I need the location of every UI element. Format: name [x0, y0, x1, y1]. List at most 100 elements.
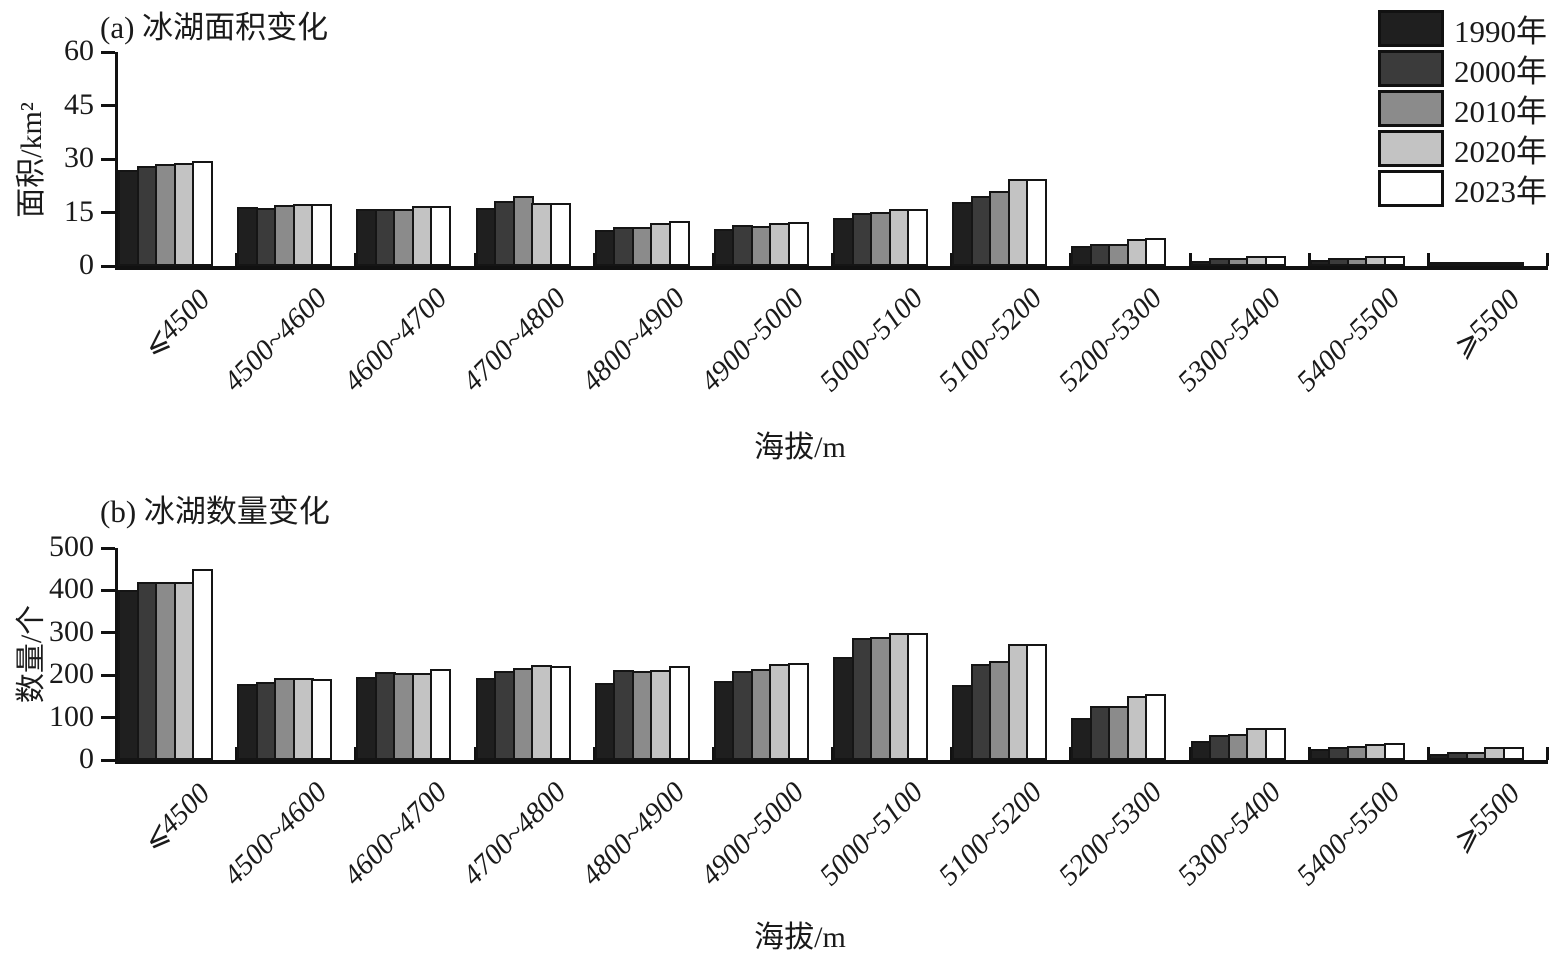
panel-b-x-axis-label: 海拔/m — [754, 921, 846, 954]
x-tick-label: 4800~4900 — [575, 282, 692, 398]
y-tick-label: 0 — [79, 742, 94, 775]
legend-entry-label: 2020年 — [1454, 133, 1547, 169]
bar — [787, 222, 809, 266]
y-tick-label: 15 — [64, 194, 94, 228]
bar — [1145, 238, 1167, 266]
x-axis-tick — [1426, 253, 1430, 266]
y-tick-label: 500 — [49, 530, 94, 563]
y-tick-label: 400 — [49, 572, 94, 606]
y-tick-label: 30 — [64, 141, 94, 174]
legend-entry: 2000年 — [1378, 48, 1547, 89]
x-axis-tick — [1188, 747, 1192, 760]
x-axis-tick — [831, 747, 834, 760]
x-axis-tick — [1546, 253, 1549, 266]
bar — [1383, 743, 1405, 760]
panel-a-plot: 0 15 30 45 60 ⩽4500 4500~4600 4600~4700 4700~480… — [64, 34, 1549, 398]
x-tick-label: 5200~5300 — [1052, 776, 1168, 892]
y-axis-tick — [101, 758, 115, 762]
x-tick-label: 5300~5400 — [1171, 282, 1288, 398]
legend-entry: 1990年 — [1378, 8, 1547, 49]
legend-swatch — [1378, 49, 1444, 87]
x-axis-tick — [950, 253, 954, 266]
bar-group — [713, 222, 809, 266]
legend-entry-label: 2010年 — [1454, 93, 1547, 129]
x-tick-label: 5400~5500 — [1290, 776, 1407, 892]
x-tick-label: 4600~4700 — [337, 776, 453, 892]
x-axis-tick — [711, 747, 715, 760]
x-tick-label: ⩾5500 — [1445, 777, 1527, 859]
legend-entry-label: 2023年 — [1454, 173, 1547, 209]
x-tick-label: 5300~5400 — [1171, 776, 1288, 892]
x-tick-label: 4700~4800 — [456, 776, 573, 892]
bar — [668, 666, 690, 760]
x-axis-tick — [592, 253, 596, 266]
bar — [549, 203, 571, 266]
x-axis-tick — [354, 747, 358, 760]
bar-group — [475, 196, 571, 266]
x-tick-label: 5100~5200 — [932, 282, 1049, 398]
y-axis-tick — [101, 673, 115, 677]
bar — [668, 221, 690, 266]
bar — [1264, 728, 1286, 760]
bar — [1383, 256, 1405, 266]
bar — [430, 669, 452, 760]
x-axis-tick — [1069, 253, 1073, 266]
bar — [907, 633, 928, 760]
x-tick-label: 4900~5000 — [694, 776, 811, 892]
bar-group — [237, 204, 333, 266]
x-axis-tick — [711, 253, 715, 266]
y-tick-label: 300 — [49, 614, 94, 648]
x-tick-label: 4500~4600 — [217, 776, 334, 892]
bar-group — [1071, 694, 1167, 760]
x-tick-label: 5400~5500 — [1290, 282, 1407, 398]
bar — [1145, 694, 1167, 760]
y-axis-tick — [101, 157, 115, 161]
legend-entry: 2010年 — [1378, 88, 1547, 129]
x-tick-label: 5000~5100 — [813, 282, 930, 398]
bar — [787, 663, 809, 760]
x-axis-tick — [473, 747, 477, 760]
legend-entry-label: 2000年 — [1454, 53, 1547, 89]
legend-swatch — [1378, 9, 1444, 47]
bar-group — [1071, 238, 1167, 266]
bar-group — [1428, 747, 1524, 760]
x-tick-label: ⩽4500 — [135, 777, 216, 859]
bar-group — [594, 666, 690, 760]
legend-entry-label: 1990年 — [1454, 13, 1547, 49]
x-axis-tick — [1546, 747, 1549, 760]
bar — [1026, 179, 1048, 266]
panel-b-plot: 0 100 200 300 400 500 ⩽4500 4500~4600 4600~4700 4… — [49, 530, 1549, 892]
bar — [311, 204, 333, 266]
y-tick-label: 200 — [49, 657, 94, 691]
x-tick-label: ⩽4500 — [135, 283, 216, 365]
x-tick-label: 4800~4900 — [575, 776, 692, 892]
bar-group — [952, 179, 1048, 266]
bar-group — [118, 569, 213, 760]
bar-group — [118, 161, 213, 266]
bar-group — [952, 644, 1048, 760]
panel-a-x-axis-label: 海拔/m — [754, 431, 846, 464]
bar-group — [594, 221, 690, 266]
x-axis-tick — [1188, 253, 1192, 266]
bar — [192, 569, 213, 760]
legend-swatch — [1378, 89, 1444, 127]
bar — [1502, 262, 1524, 266]
bar-group — [713, 663, 809, 760]
bar-group — [237, 678, 333, 760]
bar-group — [1428, 262, 1524, 266]
x-tick-label: 5000~5100 — [813, 776, 930, 892]
x-axis-tick — [1307, 747, 1311, 760]
y-axis-tick — [101, 588, 115, 592]
bar-group — [356, 206, 452, 266]
x-axis-tick — [831, 253, 834, 266]
bar — [1026, 644, 1048, 760]
x-tick-label: 4600~4700 — [337, 282, 453, 398]
bar-group — [833, 633, 928, 760]
x-tick-label: 4700~4800 — [456, 282, 573, 398]
x-tick-label: ⩾5500 — [1445, 283, 1527, 365]
bar-group — [475, 665, 571, 760]
bar — [311, 679, 333, 760]
x-axis-tick — [354, 253, 358, 266]
bar-group — [1190, 256, 1286, 266]
